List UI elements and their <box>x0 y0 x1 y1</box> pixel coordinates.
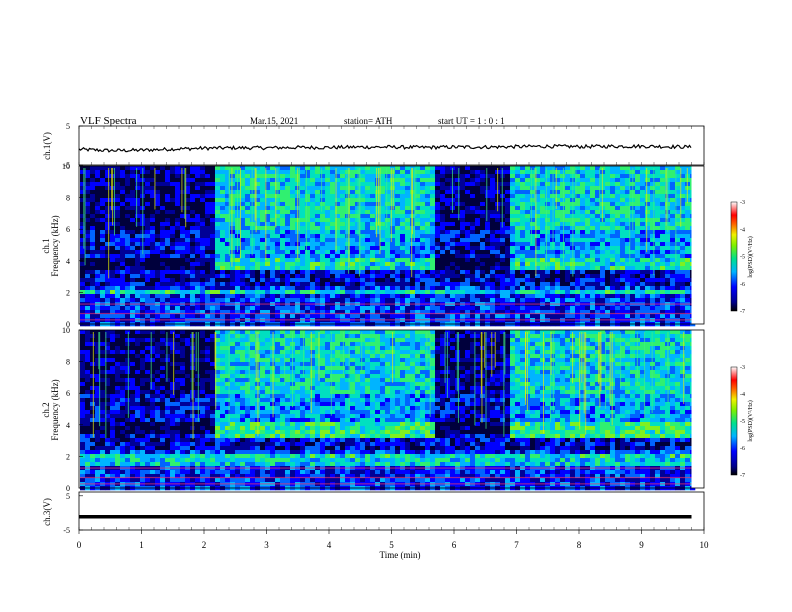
colorbar-tick-label: -3 <box>740 365 745 371</box>
ch2-frequency-label: Frequency (kHz) <box>50 379 60 440</box>
ch1-voltage-label: ch.1(V) <box>42 132 52 160</box>
ch1-frequency-label: Frequency (kHz) <box>50 215 60 276</box>
ch1-colorbar-scale <box>730 201 738 312</box>
ch2-colorbar: -3 -4 -5 -6 -7 <box>730 365 745 479</box>
x-tick-label: 3 <box>264 540 269 550</box>
ch1-colorbar-label: log(PSD)(V²/Hz) <box>747 236 754 277</box>
colorbar-tick-label: -5 <box>740 419 745 425</box>
x-tick-label: 10 <box>700 540 710 550</box>
y-tick-label: 0 <box>66 320 70 329</box>
ch2-spectrogram-frame <box>78 329 705 489</box>
colorbar-tick-label: -5 <box>740 255 745 261</box>
colorbar-tick-label: -7 <box>740 473 745 479</box>
y-tick-label: 5 <box>66 122 70 131</box>
start-time-label: start UT = 1 : 0 : 1 <box>438 116 505 126</box>
figure-title: VLF Spectra <box>80 115 137 127</box>
x-tick-label: 8 <box>577 540 582 550</box>
station-label: station= ATH <box>344 116 393 126</box>
colorbar-tick-label: -4 <box>740 392 745 398</box>
ch2-spectrogram-panel <box>80 330 704 491</box>
ch2-colorbar-label: log(PSD)(V²/Hz) <box>747 400 754 441</box>
date-label: Mar.15, 2021 <box>250 116 298 126</box>
ch1-spectrogram-frame <box>78 165 705 325</box>
y-tick-label: 6 <box>66 225 70 234</box>
y-tick-label: 2 <box>66 452 70 461</box>
x-tick-label: 0 <box>77 540 82 550</box>
y-tick-label: 4 <box>66 421 70 430</box>
colorbar-tick-label: -3 <box>740 200 745 206</box>
colorbar-tick-label: -7 <box>740 309 745 315</box>
ch1-colorbar: -3 -4 -5 -6 -7 <box>730 200 745 315</box>
ch1-spectrogram-panel <box>80 166 704 327</box>
y-tick-label: 8 <box>66 194 70 203</box>
y-tick-label: 8 <box>66 358 70 367</box>
y-tick-label: -5 <box>63 161 70 170</box>
x-tick-label: 4 <box>327 540 332 550</box>
y-tick-label: 10 <box>62 162 70 171</box>
y-tick-label: 6 <box>66 389 70 398</box>
y-tick-label: -5 <box>63 526 70 535</box>
colorbar-tick-label: -4 <box>740 227 745 233</box>
x-axis-label: Time (min) <box>380 550 421 560</box>
x-tick-label: 5 <box>389 540 394 550</box>
x-tick-label: 1 <box>139 540 144 550</box>
colorbar-tick-label: -6 <box>740 282 745 288</box>
x-tick-label: 6 <box>452 540 457 550</box>
x-axis-ticks: 0 1 2 3 4 5 6 7 8 9 10 <box>77 126 709 550</box>
y-tick-label: 10 <box>62 326 70 335</box>
x-tick-label: 7 <box>514 540 519 550</box>
ch2-channel-label: ch.2 <box>41 402 51 417</box>
y-tick-label: 0 <box>66 484 70 493</box>
ch1-channel-label: ch.1 <box>41 238 51 253</box>
y-tick-label: 5 <box>66 492 70 501</box>
ch2-colorbar-scale <box>730 366 738 476</box>
y-tick-label: 2 <box>66 288 70 297</box>
y-tick-label: 4 <box>66 257 70 266</box>
colorbar-tick-label: -6 <box>740 446 745 452</box>
ch1-waveform-line <box>78 143 692 153</box>
ch3-waveform-panel <box>78 491 705 531</box>
x-tick-label: 2 <box>202 540 207 550</box>
ch3-voltage-label: ch.3(V) <box>42 498 52 526</box>
x-tick-label: 9 <box>639 540 644 550</box>
